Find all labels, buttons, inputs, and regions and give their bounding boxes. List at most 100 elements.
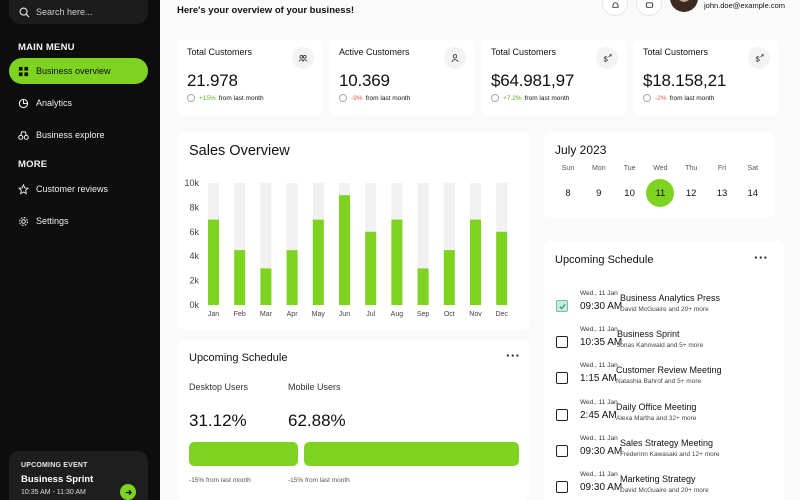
sidebar-item-customer-reviews[interactable]: Customer reviews [9,176,148,202]
schedule-checkbox[interactable] [556,408,568,421]
schedule-title: Upcoming Schedule [555,254,654,266]
x-tick-label: Jul [366,311,375,318]
schedule-more-options-button[interactable]: ··· [754,250,769,265]
search-icon [19,7,30,18]
schedule-checkbox[interactable] [556,481,568,493]
stat-card-profit: Total Customers $18.158,21 -2% from last … [633,40,779,116]
stat-change: -2% from last month [643,94,779,102]
mobile-users-note: -15% from last month [288,477,350,484]
bar-track [234,183,246,305]
schedule-attendees: David McGuaire and 20+ more [620,306,709,313]
calendar-date-8[interactable]: 8 [565,187,571,199]
calendar-day-name: Sat [747,165,759,172]
bar-jun[interactable] [339,195,350,305]
schedule-item[interactable]: Wed., 11 Jan 10:35 AM Business Sprint Jonas… [544,326,784,362]
avatar[interactable] [670,0,698,12]
bar-oct[interactable] [443,250,455,305]
search-input[interactable] [36,7,136,17]
bar-track [286,183,298,305]
more-options-button[interactable]: ··· [506,348,521,363]
stat-icon-button[interactable]: $ [596,47,618,69]
x-tick-label: Jan [208,311,219,318]
bar-may[interactable] [312,219,324,305]
sidebar-item-analytics[interactable]: Analytics [9,90,148,116]
messages-button[interactable] [636,0,662,16]
schedule-item[interactable]: Wed., 11 Jan 09:30 AM Marketing Strategy Da… [544,471,784,500]
main-menu-label: MAIN MENU [18,42,75,53]
x-tick-label: Aug [391,311,404,318]
calendar-day-name: Fri [717,165,727,172]
stat-icon-button[interactable] [444,47,466,69]
stat-title: Total Customers [491,47,557,57]
mobile-users-bar [304,442,519,466]
search-box[interactable] [9,0,148,24]
stat-change-suffix: from last month [524,94,570,102]
usage-panel: Upcoming Schedule ··· Desktop Users Mobi… [178,340,530,500]
stat-value: $64.981,97 [491,71,575,90]
x-tick-label: Nov [469,311,482,318]
sales-overview-chart: 0k 2k 4k 6k 8k 10k Jan Feb Mar Apr May Jun Jul Aug Sep… [184,178,508,318]
sidebar-item-label: Business overview [36,66,111,76]
user-email: john.doe@example.com [704,1,785,10]
schedule-event-title: Sales Strategy Meeting [620,437,714,448]
stat-icon-button[interactable]: $ [748,47,770,69]
schedule-attendees: Frederinn Kawasaki and 12+ more [620,450,720,458]
schedule-time: 1:15 AM [580,373,617,385]
stat-change-suffix: from last month [669,94,715,102]
schedule-checkbox[interactable] [556,372,568,385]
sidebar-item-business-overview[interactable]: Business overview [9,58,148,84]
stat-change-percent: +7.2% [503,94,522,102]
open-event-button[interactable] [120,484,136,500]
schedule-item[interactable]: Wed., 11 Jan 09:30 AM Sales Strategy Meeti… [544,435,784,471]
stat-icon-button[interactable] [292,47,314,69]
schedule-item[interactable]: Wed., 11 Jan 2:45 AM Daily Office Meeting A… [544,399,784,435]
page-greeting: Here's your overview of your business! [177,5,355,16]
sidebar-item-label: Analytics [36,98,73,108]
bar-sep[interactable] [417,268,429,305]
stat-change-percent: -9% [351,94,363,102]
mobile-users-value: 62.88% [288,411,346,430]
bar-mar[interactable] [260,268,272,305]
schedule-checkbox[interactable] [556,336,568,349]
calendar-date-11[interactable]: 11 [646,179,675,207]
x-tick-label: Feb [234,311,246,318]
schedule-time: 10:35 AM [580,337,623,349]
schedule-attendees: Natashia Bahrof and 5+ more [616,378,702,386]
bar-jan[interactable] [208,219,219,305]
calendar-date-9[interactable]: 9 [596,187,602,199]
stat-change: -9% from last month [339,94,475,102]
bar-apr[interactable] [286,250,298,305]
upcoming-event-card[interactable]: UPCOMING EVENT Business Sprint 10:35 AM … [9,451,148,500]
sidebar-item-business-explore[interactable]: Business explore [9,122,148,148]
bar-nov[interactable] [470,219,481,305]
bar-track [417,183,429,305]
sidebar-item-settings[interactable]: Settings [9,208,148,234]
star-icon [18,183,29,195]
calendar-date-14[interactable]: 14 [747,187,759,199]
calendar-day-name: Thu [685,165,698,172]
schedule-event-title: Marketing Strategy [620,474,696,484]
usage-title: Upcoming Schedule [189,352,288,364]
calendar-date-13[interactable]: 13 [716,187,728,199]
x-tick-label: Dec [495,311,508,318]
schedule-date: Wed., 11 Jan [580,398,618,406]
calendar-day-name: Sun [561,165,575,172]
bar-track [260,183,272,305]
bar-dec[interactable] [496,231,508,305]
bar-jul[interactable] [365,231,377,305]
schedule-item[interactable]: Wed., 11 Jan 09:30 AM Business Analytics P… [544,290,784,326]
notifications-button[interactable] [602,0,628,16]
schedule-checkbox[interactable] [556,300,568,312]
schedule-checkbox[interactable] [556,444,568,457]
bar-aug[interactable] [391,219,403,305]
sidebar-item-label: Business explore [36,130,105,140]
schedule-item[interactable]: Wed., 11 Jan 1:15 AM Customer Review Meeti… [544,362,784,398]
sales-overview-panel: Sales Overview 0k 2k 4k 6k 8k 10k Jan Feb Mar Apr… [178,132,530,330]
calendar-date-10[interactable]: 10 [624,187,635,199]
stat-card-total-customers: Total Customers 21.978 +15% from last mon… [177,40,323,116]
svg-text:$: $ [756,54,761,63]
stat-value: 21.978 [187,71,238,90]
calendar-date-12[interactable]: 12 [685,187,697,199]
desktop-users-value: 31.12% [189,411,247,430]
bar-feb[interactable] [234,250,246,305]
